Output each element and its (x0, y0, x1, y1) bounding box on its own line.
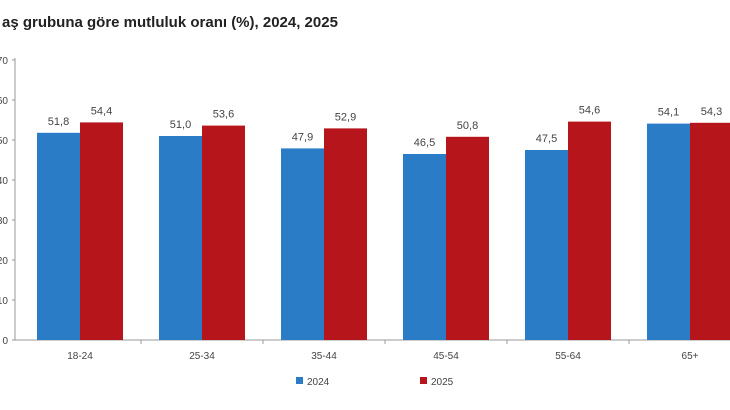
data-label: 51,8 (48, 116, 69, 128)
y-tick-label: 50 (0, 136, 8, 147)
data-label: 47,9 (292, 131, 313, 143)
bar-2025-25-34 (202, 125, 245, 340)
chart-title: aş grubuna göre mutluluk oranı (%), 2024… (2, 14, 338, 31)
bar-2025-45-54 (446, 136, 489, 340)
data-label: 46,5 (414, 137, 435, 149)
x-tick-label: 18-24 (67, 351, 93, 362)
bar-2025-65+ (690, 122, 730, 340)
bar-2025-55-64 (568, 121, 611, 340)
y-tick-label: 60 (0, 96, 8, 107)
bar-2024-18-24 (37, 132, 80, 340)
x-tick-label: 45-54 (433, 351, 459, 362)
bar-2024-25-34 (159, 136, 202, 340)
bar-2024-45-54 (403, 154, 446, 340)
x-tick-label: 65+ (682, 351, 699, 362)
data-label: 47,5 (536, 133, 557, 145)
legend-label: 2024 (307, 377, 330, 388)
bar-2024-65+ (647, 123, 690, 340)
data-label: 52,9 (335, 111, 356, 123)
y-tick-label: 70 (0, 56, 8, 67)
legend-swatch-2024 (296, 377, 303, 384)
data-label: 50,8 (457, 120, 478, 132)
data-label: 51,0 (170, 119, 191, 131)
x-tick-label: 25-34 (189, 351, 215, 362)
data-label: 54,1 (658, 107, 679, 119)
legend-swatch-2025 (420, 377, 427, 384)
y-tick-label: 40 (0, 176, 8, 187)
y-tick-label: 0 (2, 336, 8, 347)
data-label: 53,6 (213, 109, 234, 121)
bar-2025-35-44 (324, 128, 367, 340)
y-tick-label: 30 (0, 216, 8, 227)
legend-label: 2025 (431, 377, 454, 388)
bar-2024-35-44 (281, 148, 324, 340)
bar-2025-18-24 (80, 122, 123, 341)
y-tick-label: 20 (0, 256, 8, 267)
data-label: 54,6 (579, 105, 600, 117)
y-tick-label: 10 (0, 296, 8, 307)
data-label: 54,4 (91, 105, 112, 117)
bar-2024-55-64 (525, 150, 568, 340)
x-tick-label: 55-64 (555, 351, 581, 362)
x-tick-label: 35-44 (311, 351, 337, 362)
data-label: 54,3 (701, 106, 722, 118)
